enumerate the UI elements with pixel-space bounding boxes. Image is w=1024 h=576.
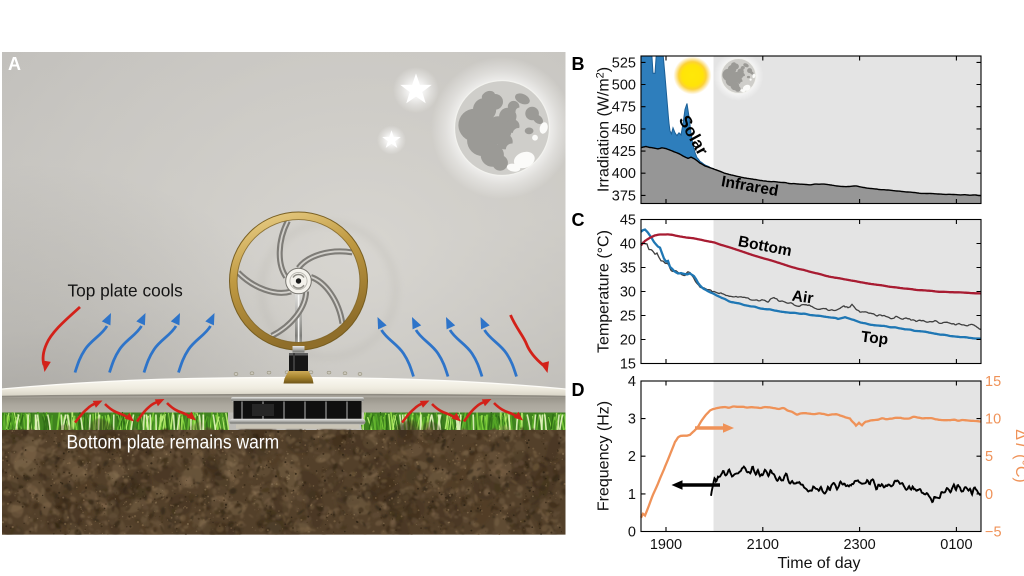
svg-text:25: 25 xyxy=(620,309,636,325)
svg-text:C: C xyxy=(572,210,585,230)
svg-text:A: A xyxy=(8,54,21,74)
svg-text:Air: Air xyxy=(791,288,815,308)
svg-text:Time of day: Time of day xyxy=(778,555,861,572)
svg-text:3: 3 xyxy=(628,412,636,428)
svg-text:20: 20 xyxy=(620,333,636,349)
svg-text:40: 40 xyxy=(620,237,636,253)
svg-text:Top: Top xyxy=(860,328,889,348)
svg-text:475: 475 xyxy=(612,100,636,116)
svg-text:Irradiation (W/m2): Irradiation (W/m2) xyxy=(595,67,613,192)
svg-text:375: 375 xyxy=(612,188,636,204)
svg-text:4: 4 xyxy=(628,374,636,390)
svg-text:B: B xyxy=(572,54,585,74)
svg-text:35: 35 xyxy=(620,261,636,277)
svg-text:15: 15 xyxy=(985,374,1001,390)
svg-text:ΔT (°C): ΔT (°C) xyxy=(1012,429,1024,483)
svg-text:450: 450 xyxy=(612,122,636,138)
svg-text:0: 0 xyxy=(628,525,636,541)
svg-text:45: 45 xyxy=(620,213,636,229)
svg-text:Bottom plate remains warm: Bottom plate remains warm xyxy=(67,431,280,453)
svg-text:2: 2 xyxy=(628,449,636,465)
svg-text:500: 500 xyxy=(612,78,636,94)
svg-text:525: 525 xyxy=(612,55,636,71)
svg-text:5: 5 xyxy=(985,449,993,465)
svg-text:15: 15 xyxy=(620,357,636,373)
svg-text:0100: 0100 xyxy=(940,537,972,553)
svg-text:D: D xyxy=(572,380,585,400)
svg-text:Top plate cools: Top plate cools xyxy=(68,281,184,301)
svg-text:2100: 2100 xyxy=(747,537,779,553)
svg-text:0: 0 xyxy=(985,487,993,503)
svg-text:30: 30 xyxy=(620,285,636,301)
svg-text:Frequency (Hz): Frequency (Hz) xyxy=(596,401,613,511)
svg-text:425: 425 xyxy=(612,144,636,160)
svg-text:Temperature (°C): Temperature (°C) xyxy=(596,230,613,353)
svg-text:10: 10 xyxy=(985,412,1001,428)
svg-text:1900: 1900 xyxy=(650,537,682,553)
svg-text:−5: −5 xyxy=(985,525,1002,541)
svg-text:1: 1 xyxy=(628,487,636,503)
svg-text:2300: 2300 xyxy=(843,537,875,553)
svg-text:400: 400 xyxy=(612,166,636,182)
